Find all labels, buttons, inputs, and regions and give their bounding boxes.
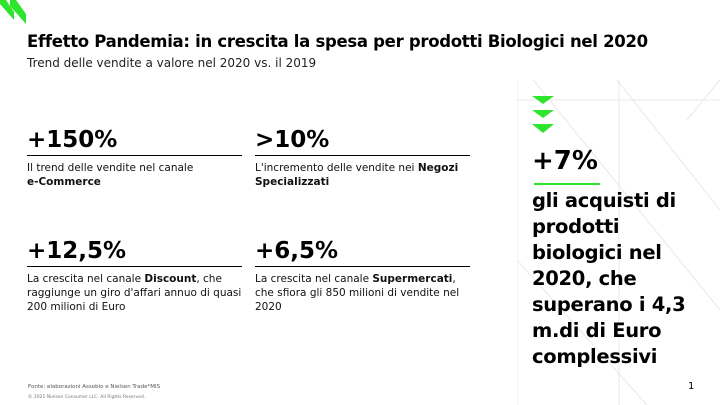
stat-ecommerce: +150% Il trend delle vendite nel canale … [27, 126, 242, 189]
stat-value: +12,5% [27, 237, 242, 267]
stat-value: +150% [27, 126, 242, 156]
background-grid [517, 80, 720, 405]
source-note: Fonte: elaborazioni Assobio e Nielsen Tr… [28, 384, 161, 390]
highlight-text: gli acquisti di prodotti biologici nel 2… [532, 189, 686, 368]
stat-desc: La crescita nel canale Discount, che rag… [27, 273, 242, 313]
stat-negozi: >10% L'incremento delle vendite nei Nego… [255, 126, 470, 189]
highlight-panel [517, 80, 720, 405]
accent-underline [534, 183, 600, 185]
stat-value: >10% [255, 126, 470, 156]
stat-desc: L'incremento delle vendite nei Negozi Sp… [255, 162, 459, 188]
stat-value: +6,5% [255, 237, 470, 267]
page-subtitle: Trend delle vendite a valore nel 2020 vs… [27, 56, 317, 70]
stat-discount: +12,5% La crescita nel canale Discount, … [27, 237, 242, 314]
page-title: Effetto Pandemia: in crescita la spesa p… [27, 32, 648, 51]
stat-supermercati: +6,5% La crescita nel canale Supermercat… [255, 237, 470, 314]
copyright: © 2021 Nielsen Consumer LLC. All Rights … [28, 395, 146, 400]
stat-desc: La crescita nel canale Supermercati, che… [255, 273, 460, 313]
page-number: 1 [688, 381, 695, 392]
nielsen-logo-icon [0, 0, 26, 24]
down-arrows-icon [532, 96, 554, 133]
stat-desc: Il trend delle vendite nel canale e-Comm… [27, 162, 194, 188]
highlight-value: +7% [532, 146, 598, 176]
